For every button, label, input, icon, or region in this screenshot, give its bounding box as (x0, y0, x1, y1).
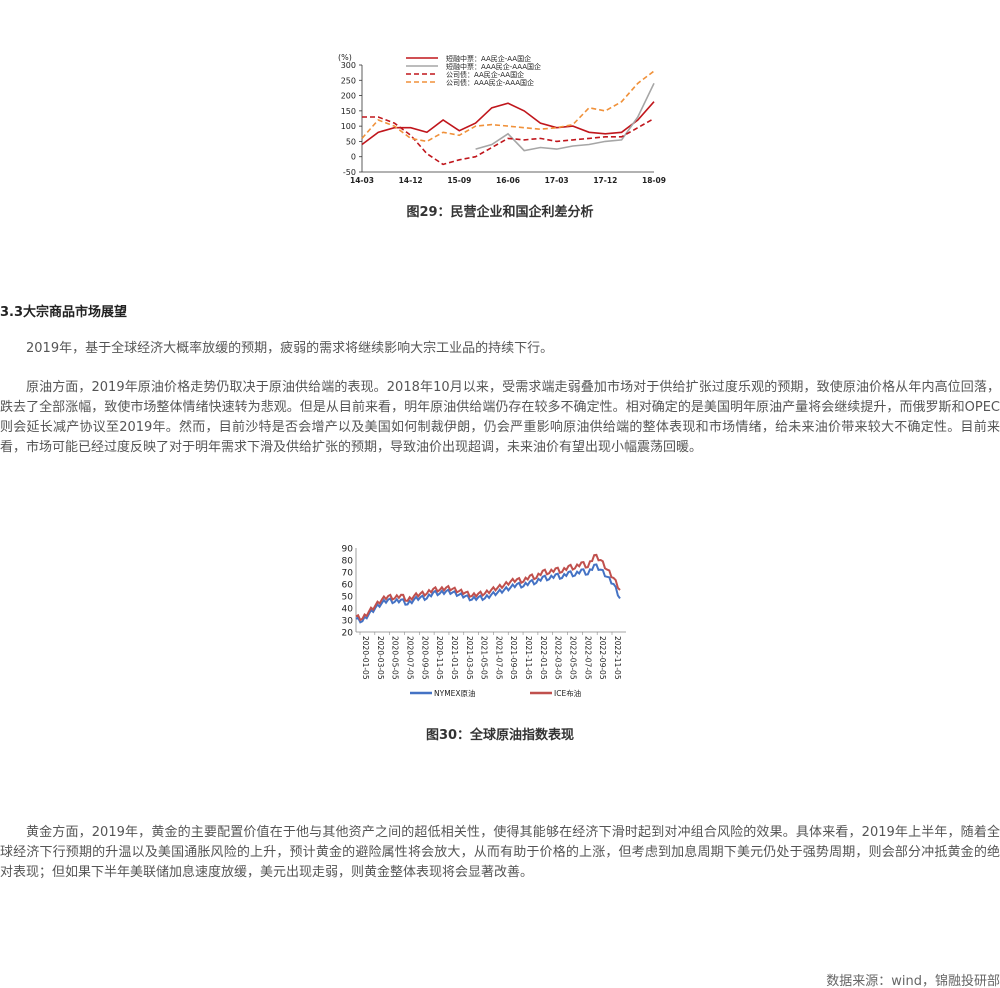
x-tick-label: 2022-05-05 (569, 636, 578, 680)
x-tick-label: 2021-07-05 (494, 636, 503, 680)
y-tick-label: 100 (341, 122, 356, 131)
y-tick-label: 150 (341, 107, 356, 116)
y-tick-label: 50 (342, 593, 354, 603)
y-tick-label: 90 (342, 545, 354, 555)
x-tick-label: 2021-11-05 (524, 636, 533, 680)
x-tick-label: 17-03 (545, 176, 569, 185)
x-tick-label: 15-09 (447, 176, 471, 185)
x-tick-label: 2020-11-05 (435, 636, 444, 680)
legend-label: 短融中票：AA民企-AA国企 (446, 54, 531, 63)
x-tick-label: 2020-03-05 (376, 636, 385, 680)
x-tick-label: 2020-09-05 (420, 636, 429, 680)
x-tick-label: 17-12 (593, 176, 617, 185)
section-title: 3.3大宗商品市场展望 (0, 305, 128, 320)
y-tick-label: 60 (342, 581, 354, 591)
legend-label: ICE布油 (554, 688, 581, 698)
x-tick-label: 2022-09-05 (598, 636, 607, 680)
series-line-1 (355, 553, 621, 622)
x-tick-label: 14-12 (399, 176, 423, 185)
y-tick-label: 0 (351, 153, 356, 162)
legend-label: 公司债：AA民企-AA国企 (446, 70, 524, 79)
series-line-1 (475, 82, 655, 152)
paragraph-commodity-outlook: 2019年，基于全球经济大概率放缓的预期，疲弱的需求将继续影响大宗工业品的持续下… (26, 341, 554, 356)
x-tick-label: 2021-09-05 (509, 636, 518, 680)
paragraph-gold: 黄金方面，2019年，黄金的主要配置价值在于他与其他资产之间的超低相关性，使得其… (0, 825, 1000, 880)
y-tick-label: 200 (341, 92, 356, 101)
x-tick-label: 18-09 (642, 176, 666, 185)
x-tick-label: 2020-07-05 (405, 636, 414, 680)
x-tick-label: 2022-01-05 (539, 636, 548, 680)
y-tick-label: 80 (342, 557, 354, 567)
data-source-note: 数据来源：wind，锦融投研部 (826, 974, 1000, 988)
x-tick-label: 16-06 (496, 176, 520, 185)
legend-label: NYMEX原油 (434, 688, 476, 698)
x-tick-label: 2021-03-05 (465, 636, 474, 680)
figure-30-caption: 图30：全球原油指数表现 (425, 728, 575, 743)
y-tick-label: 250 (341, 76, 356, 85)
x-tick-label: 2020-05-05 (391, 636, 400, 680)
y-tick-label: 70 (342, 569, 354, 579)
spread-chart-svg: (%) -50 0 50 100 150 200 250 300 14-03 14-12 15-09 1… (338, 53, 666, 185)
x-tick-label: 2021-01-05 (450, 636, 459, 680)
spread-chart: (%) -50 0 50 100 150 200 250 300 14-03 14-12 15-09 1… (334, 48, 670, 188)
y-tick-label: 300 (341, 61, 356, 70)
oil-index-chart: 20 30 40 50 60 70 80 90 2020-01-05 2020-03-05 2020… (336, 540, 632, 704)
y-tick-label: 20 (342, 629, 354, 639)
series-line-0 (361, 101, 655, 146)
y-tick-label: 30 (342, 617, 354, 627)
y-tick-label: 40 (342, 605, 354, 615)
legend-label: 短融中票：AAA民企-AAA国企 (446, 62, 541, 71)
x-tick-label: 14-03 (350, 176, 374, 185)
x-tick-label: 2020-01-05 (361, 636, 370, 680)
series-line-0 (355, 563, 621, 624)
x-tick-label: 2022-07-05 (583, 636, 592, 680)
oil-index-chart-svg: 20 30 40 50 60 70 80 90 2020-01-05 2020-03-05 2020… (342, 545, 626, 698)
series-line-2 (362, 116, 655, 166)
y-tick-label: -50 (343, 168, 356, 177)
y-tick-label: 50 (346, 137, 356, 146)
legend-label: 公司债：AAA民企-AAA国企 (446, 78, 534, 87)
paragraph-crude-oil: 原油方面，2019年原油价格走势仍取决于原油供给端的表现。2018年10月以来，… (0, 380, 1000, 455)
x-tick-label: 2021-05-05 (480, 636, 489, 680)
figure-29-caption: 图29：民营企业和国企利差分析 (406, 205, 594, 220)
x-tick-label: 2022-11-05 (613, 636, 622, 680)
y-unit-label: (%) (338, 53, 352, 62)
x-tick-label: 2022-03-05 (554, 636, 563, 680)
